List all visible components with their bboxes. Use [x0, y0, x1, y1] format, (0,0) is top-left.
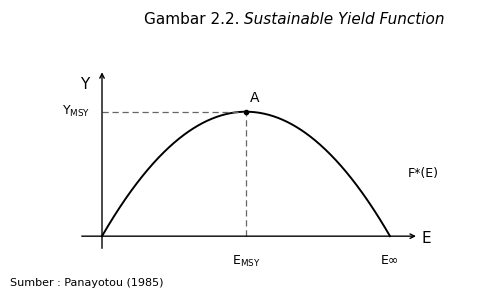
Text: F*(E): F*(E)	[407, 167, 438, 180]
Text: A: A	[250, 91, 260, 105]
Text: Y: Y	[80, 77, 89, 92]
Text: E∞: E∞	[381, 253, 399, 267]
Text: Sumber : Panayotou (1985): Sumber : Panayotou (1985)	[10, 278, 163, 288]
Text: Gambar 2.2.: Gambar 2.2.	[143, 12, 244, 27]
Text: $\mathregular{E_{MSY}}$: $\mathregular{E_{MSY}}$	[232, 253, 260, 269]
Text: Sustainable Yield Function: Sustainable Yield Function	[244, 12, 445, 27]
Text: E: E	[422, 231, 431, 246]
Text: $\mathregular{Y_{MSY}}$: $\mathregular{Y_{MSY}}$	[62, 104, 90, 119]
